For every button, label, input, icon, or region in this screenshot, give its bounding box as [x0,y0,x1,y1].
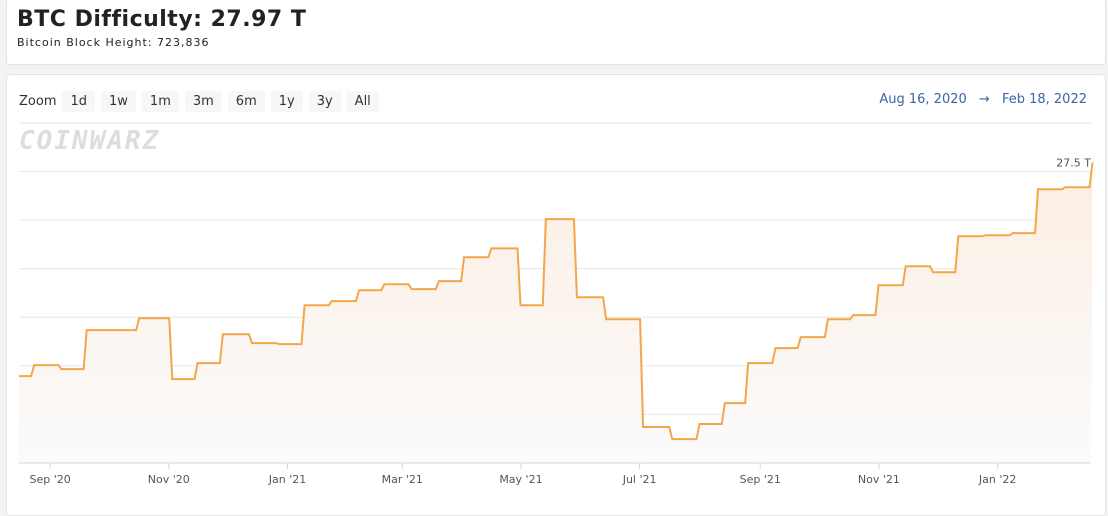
zoom-selector: Zoom 1d 1w 1m 3m 6m 1y 3y All [19,91,379,112]
zoom-1d-button[interactable]: 1d [62,91,96,112]
zoom-label: Zoom [19,94,57,109]
range-arrow: → [978,92,990,107]
y-tick-label: 27.5 T [1056,157,1091,170]
zoom-3y-button[interactable]: 3y [308,91,341,112]
header-card: BTC Difficulty: 27.97 T Bitcoin Block He… [6,0,1106,65]
range-from[interactable]: Aug 16, 2020 [879,92,967,107]
x-tick-label: Sep '20 [30,473,71,486]
difficulty-chart: 12.5 T15 T17.5 T20 T22.5 T25 T27.5 TSep … [19,122,1094,486]
x-tick-label: May '21 [499,473,542,486]
x-tick-label: Jul '21 [622,473,657,486]
difficulty-area [19,162,1093,463]
zoom-all-button[interactable]: All [346,91,379,112]
x-tick-label: Mar '21 [382,473,423,486]
coinwarz-watermark: COINWARZ [19,126,161,156]
x-tick-label: Jan '22 [978,473,1016,486]
x-tick-label: Jan '21 [268,473,306,486]
chart-card: 12.5 T15 T17.5 T20 T22.5 T25 T27.5 TSep … [6,74,1106,516]
x-tick-label: Sep '21 [740,473,781,486]
page-title: BTC Difficulty: 27.97 T [17,7,307,32]
zoom-6m-button[interactable]: 6m [227,91,265,112]
zoom-1w-button[interactable]: 1w [101,91,136,112]
difficulty-line [19,162,1094,441]
range-to[interactable]: Feb 18, 2022 [1001,92,1087,107]
zoom-3m-button[interactable]: 3m [184,91,222,112]
zoom-1m-button[interactable]: 1m [141,91,179,112]
date-range: Aug 16, 2020 → Feb 18, 2022 [875,92,1091,107]
zoom-1y-button[interactable]: 1y [270,91,303,112]
x-tick-label: Nov '20 [148,473,190,486]
x-tick-label: Nov '21 [858,473,900,486]
block-height: Bitcoin Block Height: 723,836 [17,36,210,49]
